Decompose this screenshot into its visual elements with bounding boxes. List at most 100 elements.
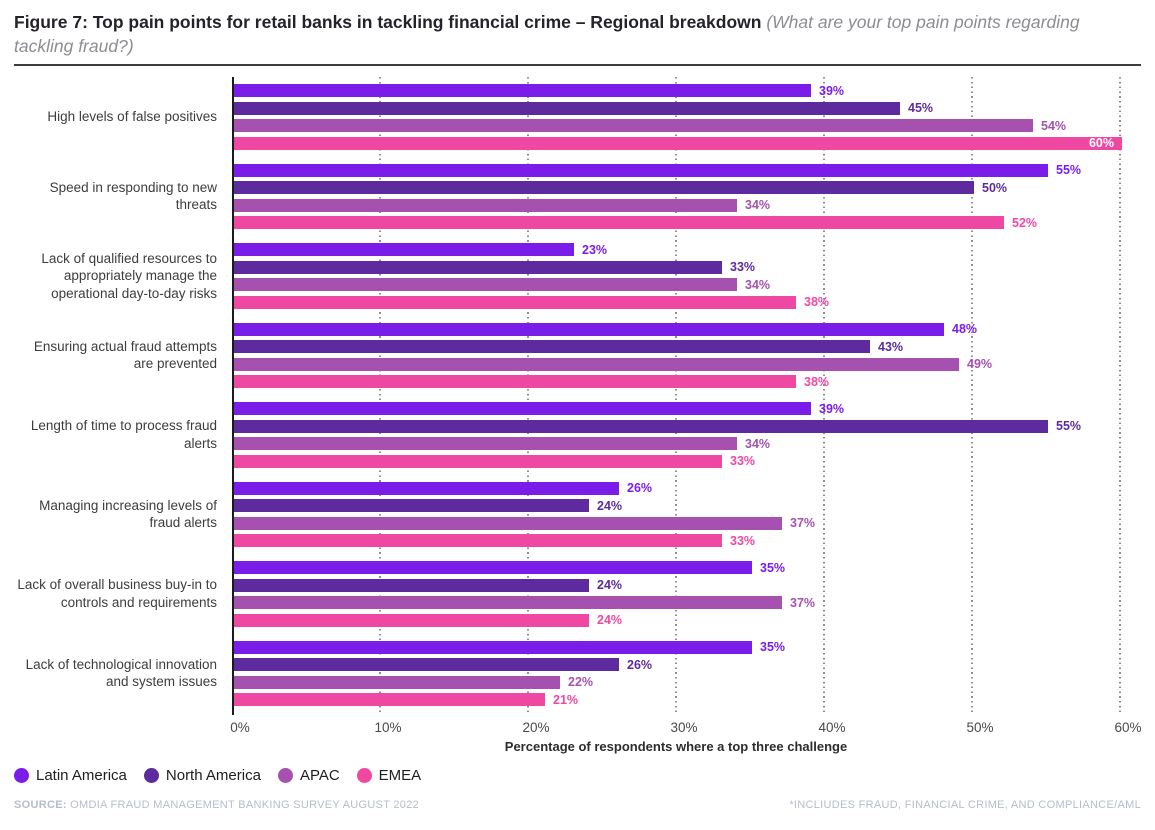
bar-emea: [234, 295, 796, 309]
chart-rows: High levels of false positives 39% 45% 54% 6…: [14, 77, 1141, 713]
bar-north-america: [234, 419, 1048, 433]
source-label: SOURCE:: [14, 799, 67, 811]
bar-track: 24%: [234, 499, 1141, 513]
bar-value-label: 39%: [819, 401, 845, 416]
x-tick-label: 10%: [374, 720, 402, 735]
category-label: Ensuring actual fraud attempts are preve…: [33, 338, 217, 372]
gridline-40-: [823, 77, 825, 713]
gridline-20-: [527, 77, 529, 713]
bar-track: 55%: [234, 163, 1141, 177]
legend-swatch-icon: [143, 768, 159, 783]
bar-value-label: 34%: [745, 436, 771, 451]
bars-group: 23% 33% 34% 38%: [232, 236, 1141, 316]
bar-latin-america: [234, 561, 752, 574]
bar-track: 55%: [234, 419, 1141, 433]
footnote: *INCLIUDES FRAUD, FINANCIAL CRIME, AND C…: [789, 799, 1141, 811]
bar-apac: [234, 437, 737, 450]
bar-value-label: 50%: [982, 180, 1008, 195]
legend-label: APAC: [299, 767, 340, 784]
bar-value-label: 37%: [790, 595, 816, 610]
bar-value-label: 34%: [745, 277, 771, 292]
bar-value-label: 48%: [952, 322, 978, 336]
bar-value-label: 33%: [730, 454, 756, 468]
bar-value-label: 52%: [1012, 215, 1038, 230]
legend-label: EMEA: [378, 767, 422, 784]
bar-value-label: 33%: [730, 533, 756, 548]
figure-title: Figure 7: Top pain points for retail ban…: [14, 12, 762, 32]
bar-north-america: [234, 578, 589, 592]
bar-emea: [234, 534, 722, 547]
bar-track: 38%: [234, 295, 1141, 309]
gridline-10-: [379, 77, 381, 713]
bar-apac: [234, 198, 737, 212]
legend-item-emea: EMEA: [356, 767, 422, 784]
bar-value-label: 34%: [745, 198, 771, 212]
legend-swatch-icon: [277, 768, 293, 783]
bar-north-america: [234, 181, 974, 194]
legend: Latin America North America APAC EMEA: [14, 767, 1141, 784]
bar-value-label: 38%: [804, 374, 830, 389]
bar-value-label: 38%: [804, 295, 830, 309]
bar-value-label: 45%: [908, 101, 934, 115]
source-text: OMDIA FRAUD MANAGEMENT BANKING SURVEY AU…: [66, 799, 420, 811]
bar-latin-america: [234, 640, 752, 654]
bar-north-america: [234, 499, 589, 512]
bar-value-label: 49%: [967, 357, 993, 371]
x-axis-ticks: 0% 10% 20% 30% 40% 50% 60%: [14, 713, 1141, 739]
bar-track: 33%: [234, 260, 1141, 274]
bar-track: 23%: [234, 242, 1141, 257]
bar-north-america: [234, 658, 619, 671]
legend-swatch-icon: [14, 768, 29, 783]
category-label: Lack of overall business buy-in to contr…: [17, 577, 217, 610]
gridline-60-: [1119, 77, 1121, 713]
bar-track: 50%: [234, 180, 1141, 195]
x-tick-label: 50%: [966, 720, 994, 735]
category-row: Lack of technological innovation and sys…: [14, 634, 1141, 714]
bar-north-america: [234, 340, 870, 353]
bar-track: 24%: [234, 578, 1141, 592]
bar-apac: [234, 278, 737, 291]
legend-label: Latin America: [36, 767, 127, 784]
figure-subtitle: (What are your top pain points regarding…: [14, 12, 1080, 56]
category-row: High levels of false positives 39% 45% 54% 6…: [14, 77, 1141, 157]
bar-value-label: 37%: [790, 516, 816, 530]
bar-track: 21%: [234, 693, 1141, 707]
category-row: Lack of overall business buy-in to contr…: [14, 554, 1141, 634]
figure-header: Figure 7: Top pain points for retail ban…: [14, 10, 1141, 58]
gridline-50-: [971, 77, 973, 713]
x-tick-label: 0%: [230, 720, 250, 735]
bars-group: 39% 55% 34% 33%: [232, 395, 1141, 475]
bar-track: 39%: [234, 401, 1141, 416]
bar-track: 26%: [234, 658, 1141, 672]
x-tick-label: 60%: [1114, 720, 1142, 735]
bar-emea: [234, 613, 589, 627]
bar-value-label: 24%: [597, 578, 623, 592]
bar-value-label: 54%: [1041, 118, 1067, 133]
bar-track: 33%: [234, 533, 1141, 548]
bar-apac: [234, 119, 1033, 132]
bar-track: 43%: [234, 340, 1141, 354]
bar-track: 52%: [234, 215, 1141, 230]
bar-track: 37%: [234, 595, 1141, 610]
bar-value-label: 39%: [819, 83, 845, 98]
legend-label: North America: [165, 767, 261, 784]
bar-apac: [234, 357, 959, 371]
category-label: Lack of qualified resources to appropria…: [41, 250, 217, 301]
bar-apac: [234, 675, 560, 689]
x-tick-label: 40%: [818, 720, 846, 735]
bar-track: 22%: [234, 675, 1141, 689]
bar-track: 54%: [234, 118, 1141, 133]
category-label: Lack of technological innovation and sys…: [25, 656, 217, 690]
bar-track: 26%: [234, 481, 1141, 495]
bar-value-label: 23%: [582, 242, 608, 257]
gridline-30-: [675, 77, 677, 713]
bar-apac: [234, 516, 782, 530]
bar-track: 49%: [234, 357, 1141, 371]
category-label: Managing increasing levels of fraud aler…: [39, 497, 217, 531]
x-tick-label: 30%: [670, 720, 698, 735]
bar-value-label: 24%: [597, 613, 623, 627]
bar-latin-america: [234, 243, 574, 256]
bars-group: 35% 26% 22% 21%: [232, 634, 1141, 714]
legend-item-apac: APAC: [277, 767, 340, 784]
